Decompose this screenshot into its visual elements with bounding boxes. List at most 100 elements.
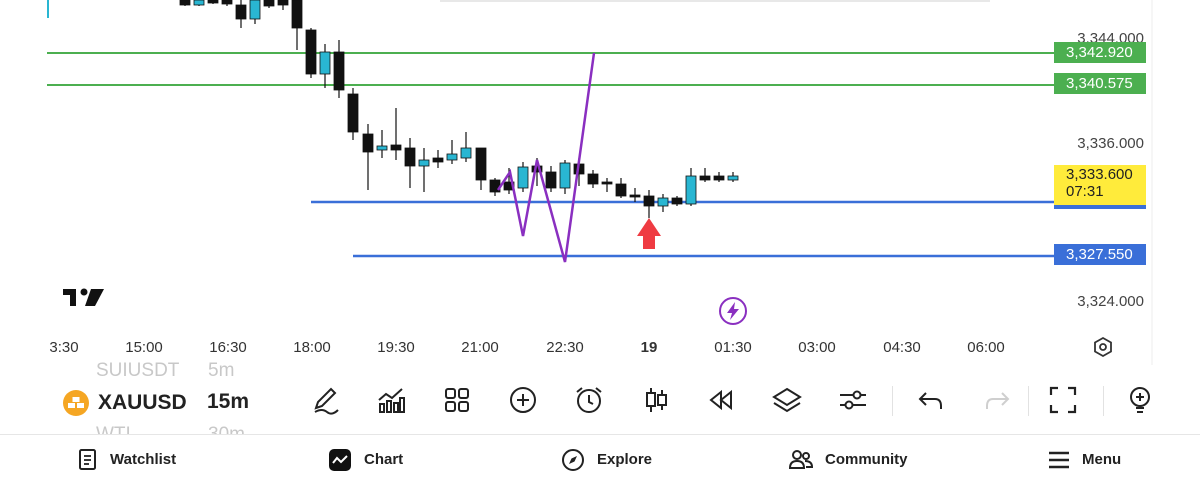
candle-body	[446, 153, 458, 161]
candle-body	[629, 194, 641, 198]
price-label-mid: 3,336.000	[1077, 135, 1144, 152]
undo-icon[interactable]	[915, 384, 947, 416]
compass-icon	[562, 448, 584, 471]
indicators-icon[interactable]	[375, 384, 407, 416]
nav-watchlist-label: Watchlist	[110, 451, 177, 468]
watchlist-icon	[79, 448, 96, 470]
bulb-icon[interactable]	[1124, 384, 1156, 416]
candle-body	[643, 195, 655, 207]
fullscreen-icon[interactable]	[1047, 384, 1079, 416]
add-icon[interactable]	[507, 384, 539, 416]
chart-area[interactable]: 3,344.000 3,336.000 3,324.000 3,342.920 …	[0, 0, 1200, 365]
chart-canvas[interactable]	[0, 0, 1200, 365]
hamburger-menu-icon	[1049, 451, 1069, 468]
candle-body	[362, 133, 374, 153]
nav-explore[interactable]: Explore	[561, 435, 652, 484]
chart-icon	[329, 448, 351, 471]
red-up-arrow[interactable]	[637, 218, 661, 249]
time-label: 19:30	[377, 339, 415, 356]
candle-body	[376, 145, 388, 151]
level-tag-blue-lower[interactable]: 3,327.550	[1054, 244, 1146, 265]
ghost-interval-above: 5m	[208, 360, 235, 381]
nav-menu-label: Menu	[1082, 451, 1122, 468]
nav-chart[interactable]: Chart	[328, 435, 403, 484]
time-label: 04:30	[883, 339, 921, 356]
current-price-value: 3,333.600	[1066, 166, 1133, 183]
candle-body	[713, 175, 725, 181]
interval-selector[interactable]: 15m	[207, 390, 250, 413]
settings-sliders-icon[interactable]	[837, 384, 869, 416]
candle-body	[475, 147, 487, 181]
pen-icon[interactable]	[310, 384, 342, 416]
candle-body	[432, 157, 444, 163]
time-label: 22:30	[546, 339, 584, 356]
candle-body	[221, 0, 233, 5]
layout-icon[interactable]	[441, 384, 473, 416]
level-tag-green-2[interactable]: 3,340.575	[1054, 73, 1146, 94]
candle-body	[699, 175, 711, 181]
symbol-selector[interactable]: XAUUSD	[62, 389, 187, 417]
candle-body	[333, 51, 345, 91]
candle-body	[277, 0, 289, 6]
redo-icon[interactable]	[981, 384, 1013, 416]
nav-menu[interactable]: Menu	[1048, 435, 1121, 484]
gold-coin-icon	[63, 390, 89, 416]
nav-chart-label: Chart	[364, 451, 404, 468]
toolbar-divider	[1028, 386, 1029, 416]
candle-body	[193, 0, 205, 6]
candle-body	[545, 171, 557, 189]
time-label: 03:00	[798, 339, 836, 356]
candle-body	[235, 4, 247, 20]
candle-body	[319, 51, 331, 75]
candle-body	[404, 147, 416, 167]
candle-body	[418, 159, 430, 167]
tradingview-logo	[63, 288, 104, 306]
time-label: 3:30	[49, 339, 79, 356]
candle-body	[685, 175, 697, 205]
nav-community[interactable]: Community	[789, 435, 908, 484]
lightning-icon[interactable]	[719, 297, 747, 325]
nav-watchlist[interactable]: Watchlist	[78, 435, 176, 484]
candle-body	[347, 93, 359, 133]
toolbar-divider	[892, 386, 893, 416]
time-label: 21:00	[461, 339, 499, 356]
price-label-bottom: 3,324.000	[1077, 293, 1144, 310]
candle-body	[615, 183, 627, 197]
replay-icon[interactable]	[705, 384, 737, 416]
level-tag-green-1[interactable]: 3,342.920	[1054, 42, 1146, 63]
ghost-symbol-above: SUIUSDT	[96, 360, 180, 381]
nav-community-label: Community	[825, 451, 908, 468]
candles	[179, 0, 739, 218]
candle-body	[305, 29, 317, 75]
candle-body	[587, 173, 599, 185]
time-label: 06:00	[967, 339, 1005, 356]
nav-explore-label: Explore	[597, 451, 653, 468]
time-label: 16:30	[209, 339, 247, 356]
bar-countdown: 07:31	[1066, 183, 1104, 200]
candle-body	[460, 147, 472, 159]
candle-body	[559, 162, 571, 189]
candle-body	[249, 0, 261, 20]
candle-body	[179, 0, 191, 6]
candle-body	[657, 197, 669, 207]
candle-body	[601, 181, 613, 185]
candles-icon[interactable]	[640, 384, 672, 416]
toolbar-divider	[1103, 386, 1104, 416]
candle-body	[207, 0, 219, 4]
candle-body	[517, 166, 529, 189]
layers-icon[interactable]	[771, 384, 803, 416]
alert-clock-icon[interactable]	[573, 384, 605, 416]
bottom-nav: Watchlist Chart Explore Community Menu	[0, 434, 1200, 484]
zigzag-pattern-drawing[interactable]	[496, 52, 596, 263]
community-icon	[789, 449, 813, 469]
candle-body	[263, 0, 275, 7]
time-label-day: 19	[640, 339, 658, 356]
symbol-name: XAUUSD	[98, 391, 187, 414]
current-price-tag[interactable]: 3,333.600 07:31	[1054, 165, 1146, 209]
candle-body	[291, 0, 303, 29]
settings-hexagon-icon[interactable]	[1094, 336, 1112, 358]
time-label: 01:30	[714, 339, 752, 356]
time-label: 18:00	[293, 339, 331, 356]
time-label: 15:00	[125, 339, 163, 356]
candle-body	[727, 175, 739, 181]
